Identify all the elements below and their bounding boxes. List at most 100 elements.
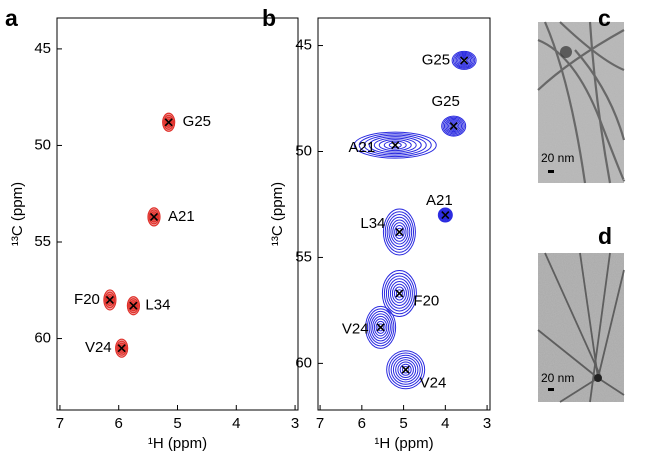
contour [388, 142, 402, 149]
contour [388, 352, 423, 387]
contour [370, 313, 391, 342]
contour [448, 121, 460, 131]
peak-label: G25 [431, 93, 459, 110]
contour [391, 283, 407, 304]
peak-label: A21 [168, 208, 195, 225]
y-tick-label: 55 [295, 248, 312, 265]
peak-label: F20 [413, 292, 439, 309]
peak-marker [164, 118, 173, 127]
panel-label: b [262, 5, 276, 31]
peak [365, 305, 397, 349]
contour [378, 139, 412, 152]
contour [390, 219, 409, 245]
contour [452, 51, 476, 69]
peak-marker [460, 56, 469, 65]
contour [385, 275, 413, 312]
contour [443, 212, 448, 218]
contour [451, 50, 477, 70]
x-tick-label: 7 [56, 415, 64, 432]
y-tick-label: 45 [34, 40, 51, 57]
contour [445, 118, 463, 134]
contour [437, 207, 453, 223]
micrograph [537, 21, 626, 184]
contour [446, 120, 461, 133]
y-tick-label: 45 [295, 37, 312, 54]
contour [382, 208, 416, 256]
peak-label: A21 [426, 192, 453, 209]
x-tick-label: 6 [115, 415, 123, 432]
contour [353, 131, 437, 159]
contour [455, 53, 473, 67]
scale-bar-label: 20 nm [541, 371, 574, 385]
scale-bar-label: 20 nm [541, 151, 574, 165]
peak [381, 269, 417, 317]
panel-label: d [598, 223, 612, 249]
peak-marker [391, 141, 400, 150]
peak-label: L34 [360, 215, 385, 232]
contour [396, 227, 403, 237]
contour [389, 280, 409, 306]
contour [440, 210, 450, 220]
contour [399, 363, 412, 376]
peak-marker [395, 227, 404, 237]
contour [442, 116, 465, 136]
contour [363, 134, 427, 156]
peak [386, 350, 426, 390]
peak-marker [117, 344, 126, 353]
contour [372, 315, 390, 339]
x-tick-label: 5 [173, 415, 181, 432]
contour [358, 133, 432, 158]
peak-label: F20 [74, 291, 100, 308]
peak-label: V24 [420, 375, 447, 392]
contour [441, 211, 450, 219]
contour [459, 56, 469, 64]
peak [441, 115, 467, 137]
contour [386, 350, 426, 390]
panel-label: a [5, 5, 18, 31]
peak-label: V24 [85, 339, 112, 356]
contour [381, 269, 417, 317]
contour [392, 222, 407, 242]
peak-label: G25 [422, 51, 450, 68]
contour [449, 122, 458, 130]
contour [368, 310, 393, 344]
contour [387, 278, 411, 309]
contour [457, 54, 472, 66]
x-axis-label: ¹H (ppm) [148, 435, 207, 452]
contour [441, 115, 467, 137]
peak-marker [129, 301, 138, 310]
y-tick-label: 50 [34, 136, 51, 153]
x-tick-label: 4 [441, 415, 449, 432]
contour [440, 209, 451, 221]
peak-marker [449, 121, 458, 131]
contour [375, 320, 386, 334]
x-tick-label: 3 [483, 415, 491, 432]
contour [384, 211, 415, 253]
x-tick-label: 7 [316, 415, 324, 432]
x-tick-label: 6 [358, 415, 366, 432]
peak-marker [395, 289, 404, 298]
contour [395, 359, 417, 381]
contour [365, 305, 397, 349]
contour [458, 55, 470, 65]
contour [394, 225, 405, 240]
peak-marker [105, 295, 114, 304]
contour [392, 356, 419, 383]
y-axis-label: ¹³C (ppm) [269, 182, 286, 246]
contour [401, 365, 410, 374]
x-axis-label: ¹H (ppm) [374, 435, 433, 452]
y-tick-label: 60 [295, 354, 312, 371]
y-tick-label: 60 [34, 330, 51, 347]
peak [353, 131, 437, 159]
contour [461, 57, 467, 63]
contour [373, 318, 388, 337]
x-tick-label: 5 [399, 415, 407, 432]
peak-marker [441, 210, 450, 220]
peak-marker [149, 212, 159, 221]
peak-label: G25 [183, 113, 211, 130]
peak-marker [376, 323, 385, 332]
contour [397, 361, 414, 378]
panel-label: c [598, 5, 611, 31]
peak-marker [401, 365, 410, 374]
